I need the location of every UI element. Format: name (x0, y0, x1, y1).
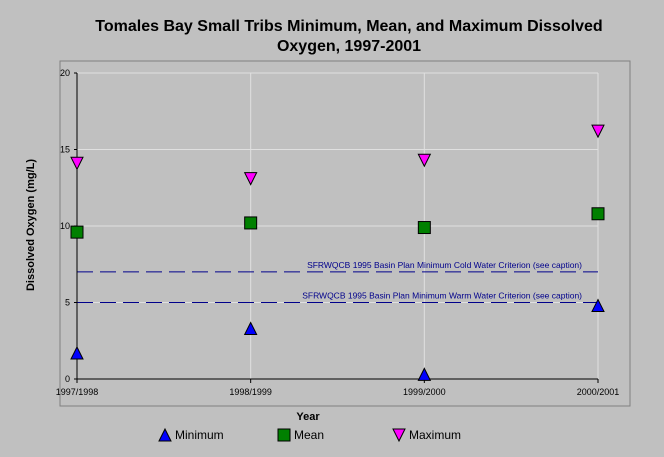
y-tick-label: 5 (65, 298, 70, 308)
point-maximum (70, 156, 84, 171)
axes: 0 5 10 15 20 1997/1998 1998/1999 1999/2000 2000/… (56, 68, 620, 397)
x-tick-label: 1998/1999 (229, 387, 272, 397)
x-axis-title: Year (296, 411, 320, 423)
point-maximum (243, 172, 258, 186)
y-axis-title: Dissolved Oxygen (mg/L) (25, 159, 37, 291)
legend-label-minimum: Minimum (175, 428, 224, 442)
legend-label-mean: Mean (294, 428, 324, 442)
chart-title-line-2: Oxygen, 1997-2001 (277, 38, 421, 55)
x-tick-label: 1997/1998 (56, 387, 99, 397)
y-tick-label: 0 (65, 374, 70, 384)
point-mean (591, 207, 605, 221)
data-marks (70, 124, 605, 381)
point-maximum (591, 124, 605, 139)
point-minimum (243, 321, 258, 336)
y-tick-label: 10 (60, 221, 70, 231)
point-minimum (417, 367, 432, 381)
legend-label-maximum: Maximum (409, 428, 461, 442)
reference-lines: SFRWQCB 1995 Basin Plan Minimum Cold Wat… (77, 260, 598, 303)
plot-area (59, 60, 631, 407)
legend: Minimum Mean Maximum (158, 427, 461, 443)
chart-title-line-1: Tomales Bay Small Tribs Minimum, Mean, a… (95, 18, 602, 35)
legend-marker-mean (277, 428, 291, 442)
point-minimum (70, 345, 84, 360)
y-tick-label: 15 (60, 145, 70, 155)
legend-marker-minimum (158, 427, 172, 442)
point-mean (70, 225, 84, 239)
reference-line-label: SFRWQCB 1995 Basin Plan Minimum Warm Wat… (302, 291, 582, 301)
point-maximum (417, 153, 432, 168)
x-tick-label: 2000/2001 (577, 387, 620, 397)
legend-marker-maximum (392, 428, 406, 443)
y-tick-label: 20 (60, 68, 70, 78)
point-minimum (591, 298, 605, 313)
reference-line-label: SFRWQCB 1995 Basin Plan Minimum Cold Wat… (307, 260, 582, 270)
point-mean (244, 216, 258, 230)
x-tick-label: 1999/2000 (403, 387, 446, 397)
point-mean (417, 221, 431, 235)
